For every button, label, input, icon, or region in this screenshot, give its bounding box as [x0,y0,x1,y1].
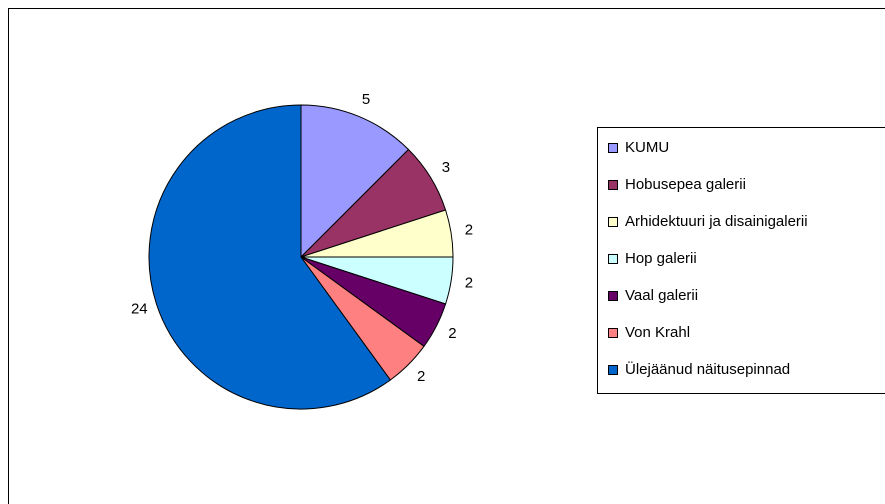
legend-swatch [608,143,618,153]
data-label: 2 [465,275,473,292]
legend-swatch [608,365,618,375]
legend-swatch [608,217,618,227]
pie-slice [148,104,392,410]
data-label: 5 [362,91,370,108]
data-label: 2 [465,221,473,238]
data-label: 3 [442,159,450,176]
data-label: 24 [131,301,148,318]
legend-swatch [608,328,618,338]
pie-slice [300,104,410,259]
legend-label: Ülejäänud näitusepinnad [625,360,790,378]
legend-label: Arhidektuuri ja disainigalerii [625,213,808,230]
legend-label: Vaal galerii [625,287,698,304]
data-label: 2 [448,325,456,342]
legend-swatch [608,291,618,301]
legend-swatch [608,254,618,264]
legend-label: Hop galerii [625,250,697,267]
legend-label: Hobusepea galerii [625,176,746,193]
data-label: 2 [417,368,425,385]
legend-label: KUMU [625,139,669,156]
legend-swatch [608,180,618,190]
legend-label: Von Krahl [625,324,690,341]
legend-box [597,127,885,394]
